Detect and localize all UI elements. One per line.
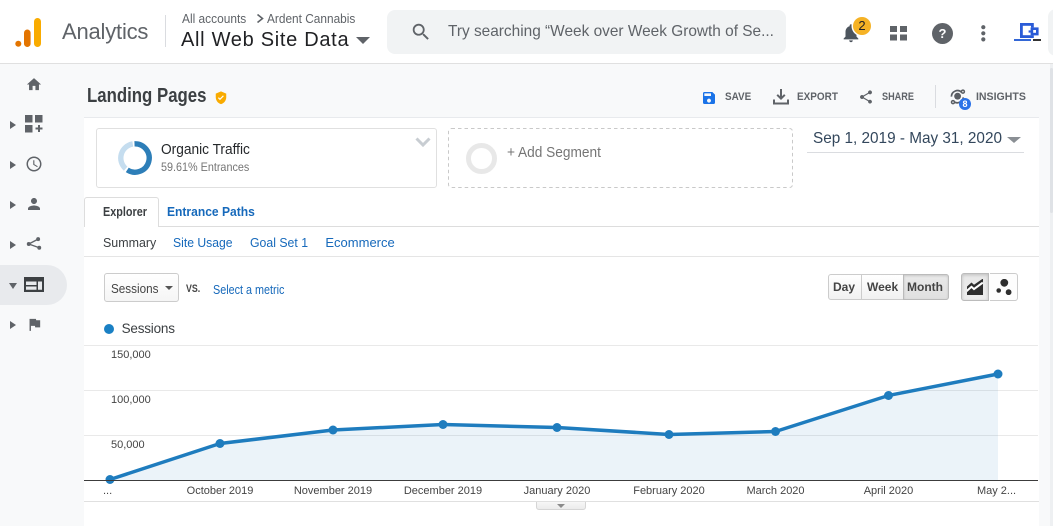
- svg-text:May 2...: May 2...: [977, 485, 1016, 497]
- svg-text:50,000: 50,000: [111, 439, 145, 451]
- svg-text:150,000: 150,000: [111, 349, 151, 361]
- svg-text:November 2019: November 2019: [294, 485, 372, 497]
- svg-text:...: ...: [103, 485, 112, 497]
- svg-text:January 2020: January 2020: [524, 485, 591, 497]
- svg-text:100,000: 100,000: [111, 394, 151, 406]
- svg-text:February 2020: February 2020: [633, 485, 705, 497]
- svg-text:October 2019: October 2019: [187, 485, 254, 497]
- svg-text:April 2020: April 2020: [864, 485, 914, 497]
- svg-text:December 2019: December 2019: [404, 485, 482, 497]
- svg-text:March 2020: March 2020: [746, 485, 804, 497]
